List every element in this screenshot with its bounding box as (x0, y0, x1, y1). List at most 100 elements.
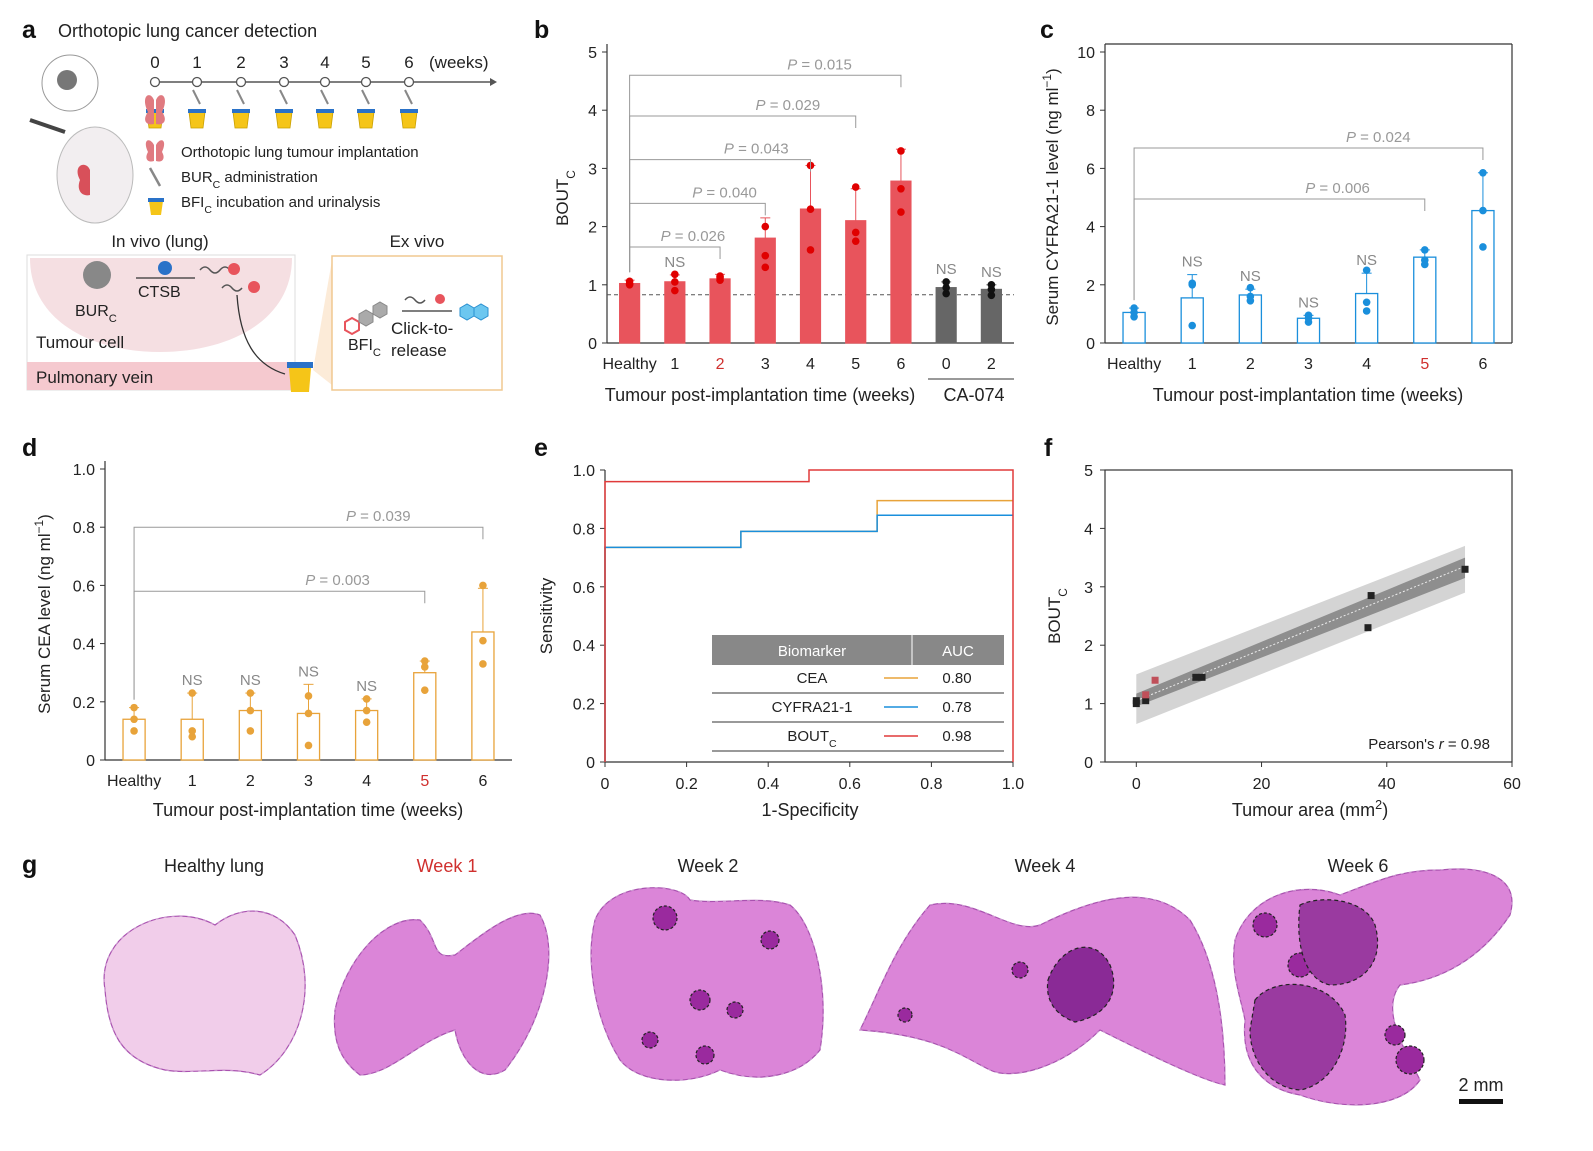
syringe-icon (320, 89, 329, 105)
tumour-outline (760, 930, 780, 950)
x-tick-label: 0.8 (920, 776, 942, 793)
ctsb-enzyme-icon (158, 261, 172, 275)
tissue-texture (103, 910, 306, 1076)
reporter-icon (228, 263, 240, 275)
data-point (479, 581, 487, 590)
y-tick-label: 0 (588, 336, 597, 353)
table-header-bg (712, 635, 1004, 665)
text-span: administration (220, 169, 318, 186)
data-point (806, 205, 815, 213)
tumour-outline (1298, 899, 1379, 986)
y-tick-label: 4 (588, 103, 597, 120)
cup-lid (275, 109, 293, 113)
text-span: Serum CYFRA21-1 level (ng ml (1043, 88, 1062, 326)
data-point (987, 291, 996, 300)
data-point (1479, 206, 1487, 215)
text-span: C (373, 347, 381, 359)
urine-cup-icon (357, 111, 375, 129)
data-point (1420, 256, 1429, 264)
tumour-outline (897, 1007, 913, 1023)
text-span: CYFRA21-1 (772, 699, 853, 716)
click-label: Click-to- (391, 319, 453, 338)
data-point (671, 270, 679, 279)
x-tick-label: Healthy (1107, 356, 1161, 373)
p-italic: P (787, 56, 797, 73)
x-tick-label: 2 (716, 356, 725, 373)
p-value-label: P = 0.015 (787, 56, 852, 73)
data-point (671, 278, 679, 286)
roc-line (604, 469, 1014, 762)
y-tick-label: 0.4 (73, 637, 95, 654)
p-italic: P (305, 572, 315, 589)
data-point (304, 709, 313, 718)
x-tick-label: 3 (761, 356, 770, 373)
urine-cup-icon (149, 201, 163, 215)
timeline-node (360, 76, 372, 88)
lung-icon (156, 140, 165, 162)
data-point (420, 657, 429, 665)
data-point (1142, 697, 1150, 705)
syringe-icon (404, 89, 413, 105)
tumour-outline (652, 905, 678, 931)
legend-item-text: BFIC incubation and urinalysis (181, 194, 380, 216)
data-point (1362, 298, 1371, 307)
exvivo-label: Ex vivo (390, 232, 445, 251)
text-span: C (564, 170, 578, 179)
p-value: = 0.039 (356, 508, 411, 525)
panel-letter-c: c (1040, 16, 1054, 44)
p-value: = 0.029 (766, 97, 821, 114)
x-tick-label: 0.4 (757, 776, 779, 793)
data-point (479, 636, 487, 645)
scale-bar (1459, 1099, 1503, 1104)
significance-bracket (1133, 147, 1484, 301)
x-tick-label: 0 (1132, 776, 1141, 793)
y-tick-label: 0.6 (73, 578, 95, 595)
x-tick-label: 4 (806, 356, 815, 373)
data-point (246, 689, 255, 697)
y-tick-label: 0.6 (573, 580, 595, 597)
ns-label: NS (356, 678, 377, 695)
bar (122, 718, 146, 761)
bar (238, 709, 263, 761)
data-point (1188, 321, 1197, 330)
data-point (1246, 292, 1255, 301)
lung-icon (145, 140, 154, 162)
p-value-label: P = 0.039 (346, 508, 411, 525)
p-italic: P (661, 228, 671, 245)
data-point (942, 283, 950, 292)
data-point (1479, 243, 1487, 251)
data-point (897, 208, 905, 216)
y-tick-label: 1.0 (573, 463, 595, 480)
ns-label: NS (182, 672, 203, 689)
tumour-outline (695, 1045, 715, 1065)
bfi-label: BFIC (348, 337, 381, 359)
table-biomarker-name: CEA (797, 670, 828, 687)
ns-label: NS (298, 663, 319, 680)
ns-label: NS (664, 254, 685, 271)
x-axis-title: Tumour post-implantation time (weeks) (605, 385, 915, 405)
text-span: C (213, 179, 221, 191)
panel-letter-a: a (22, 16, 37, 44)
x-tick-label: 6 (1478, 356, 1487, 373)
ns-label: NS (1240, 268, 1261, 285)
data-point (851, 228, 860, 237)
text-span: Pearson's (1368, 736, 1438, 753)
histology-title: Week 2 (678, 856, 739, 876)
x-tick-label: 1.0 (1002, 776, 1024, 793)
timeline-week-label: 2 (236, 53, 245, 72)
data-point (1479, 168, 1487, 177)
x-tick-label: 2 (987, 356, 996, 373)
text-span: Orthotopic lung tumour implantation (181, 144, 419, 161)
cup-lid (287, 362, 313, 368)
bar (890, 180, 912, 344)
p-value: = 0.003 (315, 572, 370, 589)
pulmonary-vein (27, 362, 295, 390)
peptide-fragment-icon (199, 266, 231, 274)
text-span: r (1439, 736, 1445, 753)
p-value-label: P = 0.024 (1346, 129, 1411, 146)
legend-item-text: Orthotopic lung tumour implantation (181, 144, 419, 161)
tumour-outline (1395, 1045, 1425, 1075)
timeline-week-label: 4 (320, 53, 329, 72)
data-point (362, 695, 371, 703)
